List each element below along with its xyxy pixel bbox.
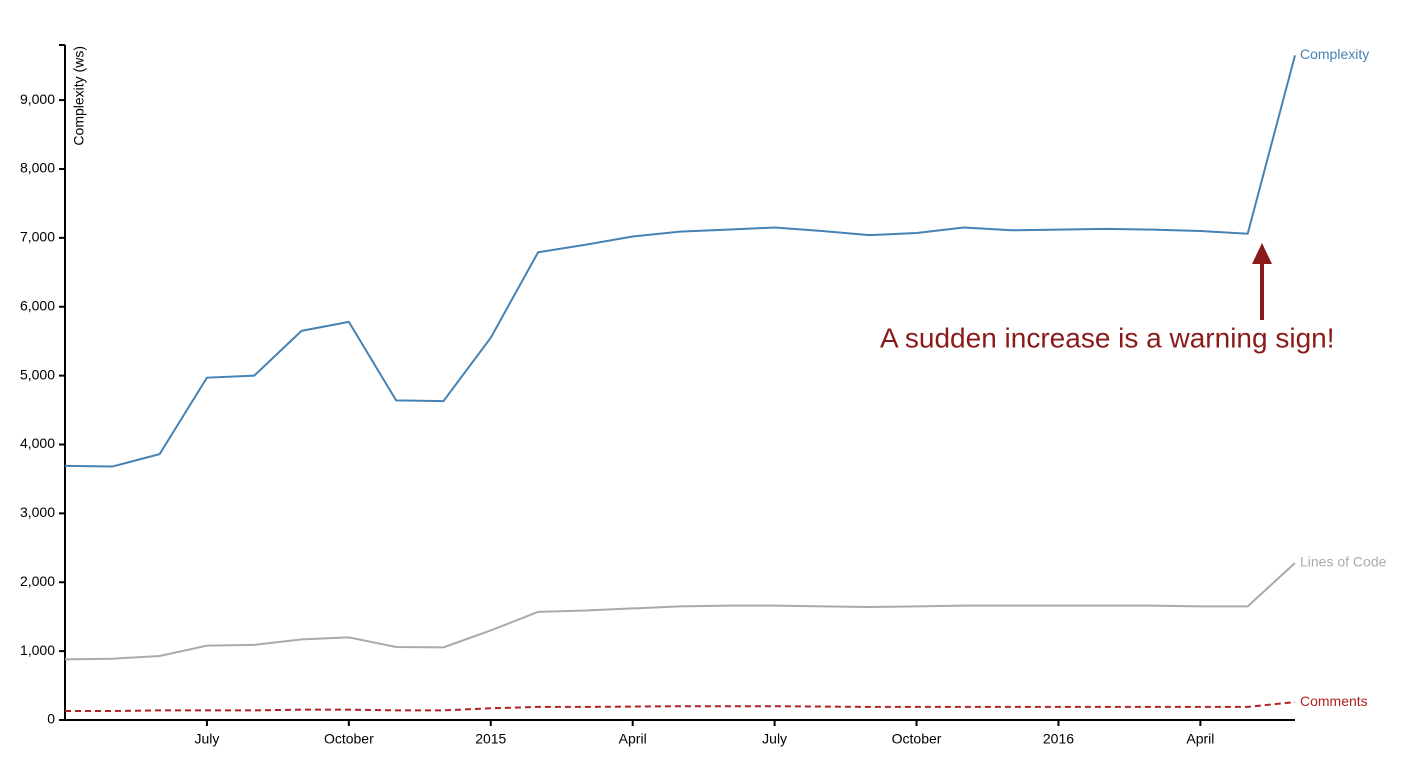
- annotation: A sudden increase is a warning sign!: [880, 322, 1335, 353]
- series-label: Complexity: [1300, 46, 1369, 62]
- y-tick-label: 3,000: [20, 504, 55, 520]
- x-tick-label: October: [892, 731, 942, 747]
- x-tick-label: April: [1186, 731, 1214, 747]
- y-tick-label: 5,000: [20, 366, 55, 382]
- y-axis-label: Complexity (ws): [71, 46, 87, 146]
- y-tick-label: 0: [47, 711, 55, 727]
- y-tick-label: 4,000: [20, 435, 55, 451]
- y-tick-label: 9,000: [20, 91, 55, 107]
- y-tick-label: 2,000: [20, 573, 55, 589]
- x-tick-label: April: [619, 731, 647, 747]
- annotation-arrow-head: [1252, 243, 1272, 264]
- x-tick-label: 2015: [475, 731, 506, 747]
- series-line: [64, 562, 1296, 661]
- x-tick-label: October: [324, 731, 374, 747]
- x-tick-label: July: [194, 731, 219, 747]
- y-tick-label: 7,000: [20, 229, 55, 245]
- y-tick-label: 8,000: [20, 160, 55, 176]
- series-label: Lines of Code: [1300, 554, 1387, 570]
- series-line: [64, 55, 1296, 468]
- y-tick-label: 6,000: [20, 297, 55, 313]
- series-label: Comments: [1300, 693, 1368, 709]
- series-line: [65, 701, 1296, 713]
- y-tick-label: 1,000: [20, 642, 55, 658]
- x-tick-label: July: [762, 731, 787, 747]
- x-tick-label: 2016: [1043, 731, 1074, 747]
